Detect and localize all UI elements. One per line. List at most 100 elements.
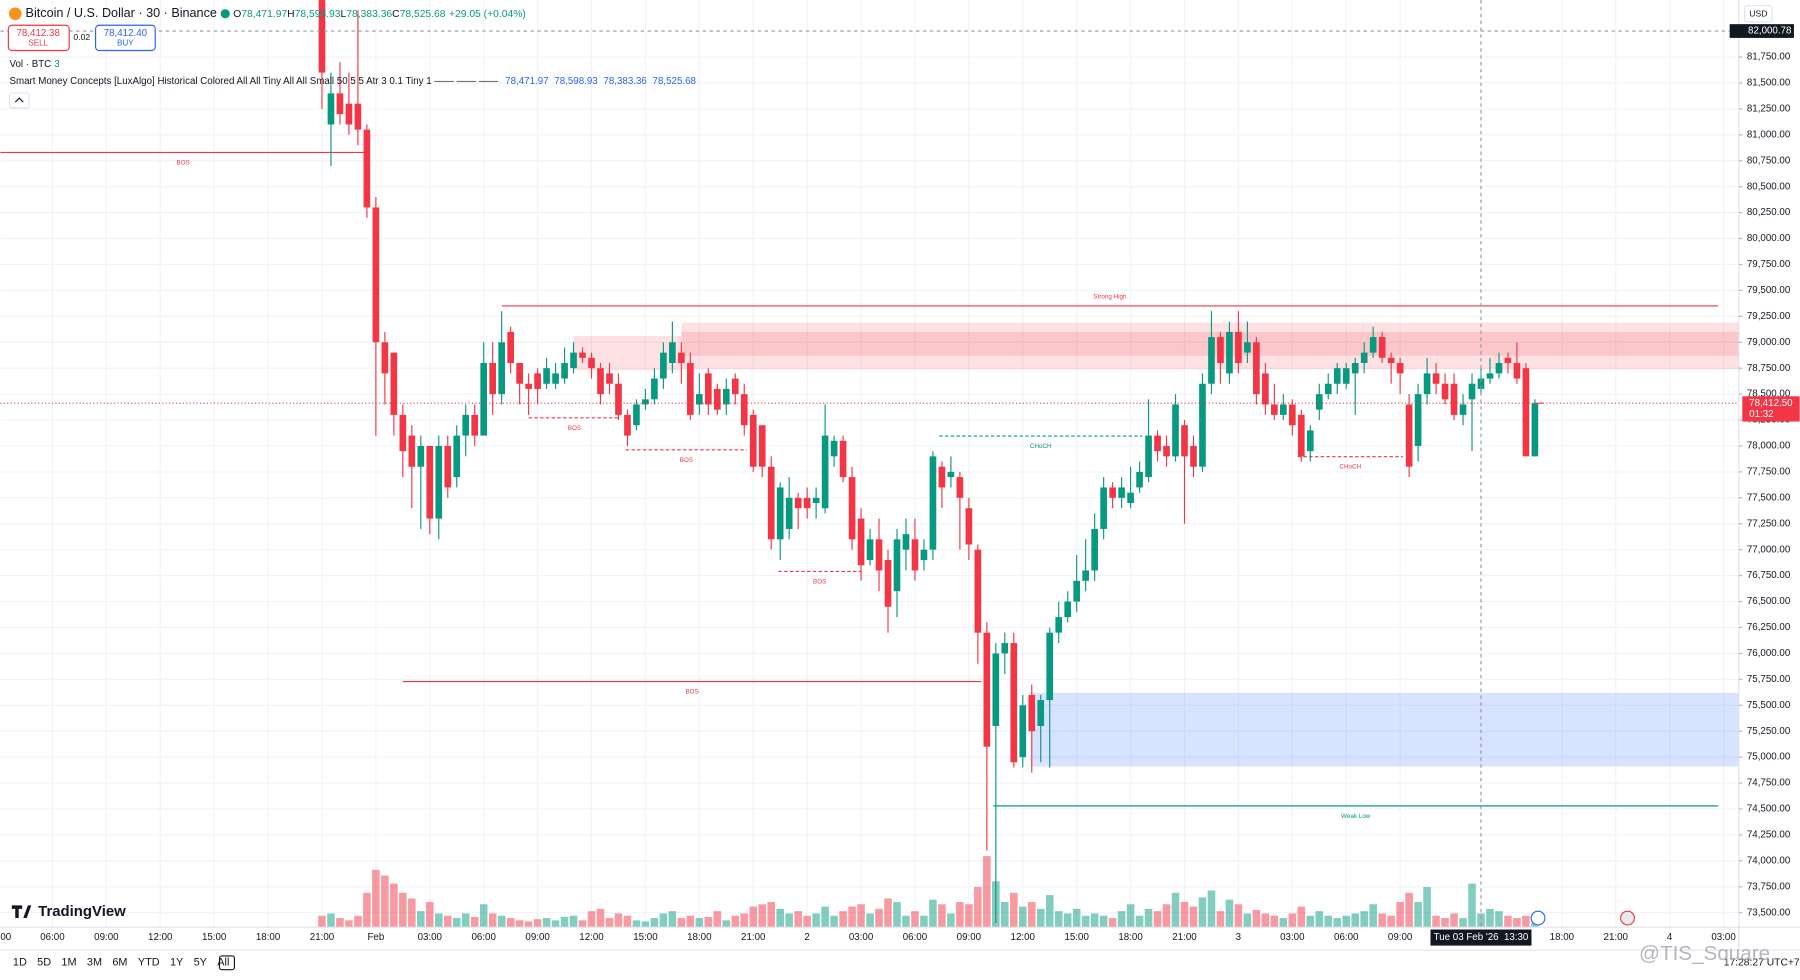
range-button[interactable]: 6M bbox=[112, 957, 127, 969]
volume-bar bbox=[776, 908, 784, 928]
event-icon[interactable] bbox=[1530, 910, 1546, 926]
volume-bar bbox=[1010, 892, 1018, 928]
candle-body bbox=[1297, 414, 1305, 457]
candle-body bbox=[1495, 363, 1503, 374]
event-flag[interactable] bbox=[1620, 910, 1635, 926]
x-tick-label: 4 bbox=[1667, 932, 1673, 943]
volume-bar bbox=[1216, 911, 1225, 928]
buy-button[interactable] bbox=[95, 24, 156, 52]
volume-bar bbox=[560, 916, 569, 928]
range-button[interactable]: 5Y bbox=[194, 957, 208, 969]
candle-body bbox=[1360, 352, 1368, 364]
volume-bar bbox=[965, 904, 973, 928]
candle-body bbox=[687, 363, 694, 415]
volume-bar bbox=[1180, 901, 1189, 928]
y-tick-label: 74,250.00 bbox=[1747, 829, 1791, 840]
sell-label: SELL bbox=[28, 39, 48, 48]
volume-bar bbox=[695, 918, 704, 928]
volume-bar bbox=[569, 915, 578, 928]
volume-bar bbox=[1450, 913, 1458, 928]
x-tick-label: 06:00 bbox=[903, 932, 928, 943]
range-buttons: 1D 5D 1M 3M 6M YTD 1Y 5Y All bbox=[13, 957, 229, 969]
y-tick-label: 76,250.00 bbox=[1747, 622, 1791, 633]
volume-bar bbox=[911, 911, 919, 928]
candle-body bbox=[1253, 342, 1260, 395]
candle-body bbox=[345, 103, 353, 125]
volume-bar bbox=[372, 869, 380, 928]
x-tick-label: 3 bbox=[1236, 932, 1241, 943]
candle-body bbox=[992, 653, 1000, 727]
x-tick-label: 12:00 bbox=[148, 932, 173, 943]
range-button[interactable]: 5D bbox=[37, 957, 51, 969]
last-price-box bbox=[1742, 396, 1800, 422]
volume-bar bbox=[1459, 918, 1467, 928]
candle-body bbox=[1342, 368, 1350, 384]
candle-body bbox=[525, 383, 532, 389]
indicator-legend: Smart Money Concepts [LuxAlgo] Historica… bbox=[10, 76, 499, 87]
structure-label: Weak Low bbox=[1341, 813, 1371, 820]
x-tick-label: 09:00 bbox=[1388, 932, 1413, 943]
candle-body bbox=[372, 207, 380, 343]
candle-body bbox=[660, 352, 667, 379]
volume-bar bbox=[1162, 904, 1171, 928]
volume-bar bbox=[578, 920, 587, 928]
candle-body bbox=[704, 373, 712, 405]
volume-bar bbox=[452, 918, 461, 928]
candle-body bbox=[444, 445, 452, 488]
volume-bar bbox=[1414, 901, 1422, 928]
x-tick-label: 18:00 bbox=[687, 932, 712, 943]
volume-bar bbox=[893, 901, 901, 928]
volume-bar bbox=[524, 921, 533, 928]
volume-bar bbox=[399, 892, 407, 928]
range-button[interactable]: All bbox=[217, 957, 229, 969]
x-tick-label: 09:00 bbox=[525, 932, 550, 943]
structure-label: BOS bbox=[568, 425, 581, 432]
volume-bar bbox=[1351, 913, 1359, 928]
volume-bar bbox=[956, 901, 964, 928]
candle-body bbox=[1082, 570, 1089, 581]
volume-bar bbox=[479, 904, 488, 928]
y-tick-label: 79,750.00 bbox=[1747, 259, 1791, 270]
volume-bar bbox=[1270, 915, 1279, 928]
candle-body bbox=[354, 103, 362, 130]
volume-bar bbox=[1288, 913, 1297, 928]
y-tick-label: 76,000.00 bbox=[1747, 648, 1791, 659]
x-tick-label: 03:00 bbox=[418, 932, 443, 943]
candle-body bbox=[1217, 337, 1224, 364]
candle-body bbox=[570, 352, 577, 369]
goto-date-icon[interactable] bbox=[218, 955, 236, 971]
x-tick-label: 15:00 bbox=[633, 932, 658, 943]
plot-area: BOS BOS BOS BOS BOS CHoCH CHoCH Strong High Weak… bbox=[0, 0, 1739, 928]
candle-body bbox=[1396, 363, 1404, 374]
range-button[interactable]: 3M bbox=[87, 957, 102, 969]
candle-body bbox=[489, 363, 497, 395]
volume-bar bbox=[1018, 906, 1027, 928]
candle-body bbox=[1235, 331, 1242, 364]
sell-button[interactable] bbox=[7, 24, 70, 52]
candle-body bbox=[1055, 617, 1063, 633]
range-button[interactable]: 1D bbox=[13, 957, 27, 969]
y-tick-label: 80,500.00 bbox=[1747, 181, 1791, 192]
volume-bar bbox=[947, 913, 955, 928]
y-tick-label: 76,750.00 bbox=[1747, 570, 1791, 581]
collapse-button[interactable] bbox=[8, 92, 30, 109]
range-button[interactable]: YTD bbox=[138, 957, 160, 969]
candle-body bbox=[615, 383, 622, 415]
x-tick-label: 2 bbox=[804, 932, 809, 943]
candle-body bbox=[713, 388, 721, 410]
volume-bar bbox=[1324, 915, 1333, 928]
crosshair-price-box bbox=[1729, 24, 1794, 38]
currency-button[interactable] bbox=[1744, 5, 1773, 23]
symbol-title[interactable]: Bitcoin / U.S. Dollar · 30 · Binance bbox=[26, 6, 217, 20]
candle-body bbox=[1109, 487, 1116, 498]
volume-bar bbox=[866, 913, 874, 928]
range-button[interactable]: 1M bbox=[61, 957, 76, 969]
candle-body bbox=[1073, 580, 1081, 602]
volume-bar bbox=[749, 906, 758, 928]
range-button[interactable]: 1Y bbox=[170, 957, 184, 969]
candle-body bbox=[722, 388, 730, 405]
structure-label: CHoCH bbox=[1339, 464, 1361, 471]
candle-body bbox=[740, 394, 748, 426]
candle-body bbox=[902, 534, 910, 550]
bitcoin-icon bbox=[8, 7, 22, 21]
